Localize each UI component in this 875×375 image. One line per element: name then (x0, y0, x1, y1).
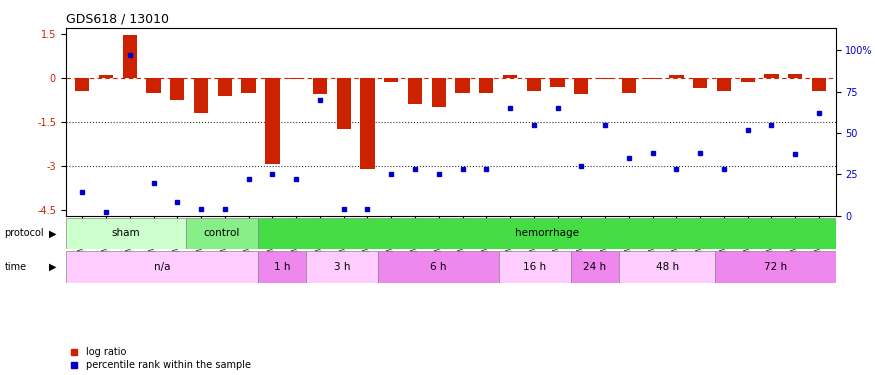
Bar (574, 78, 589, 94)
Bar (384, 78, 398, 82)
Legend: log ratio, percentile rank within the sample: log ratio, percentile rank within the sa… (71, 347, 251, 370)
Bar (265, 78, 279, 164)
Text: 24 h: 24 h (584, 262, 606, 272)
Bar (740, 78, 755, 82)
Bar (289, 78, 304, 80)
Bar (499, 251, 571, 283)
Bar (622, 78, 636, 93)
Bar (66, 251, 258, 283)
Bar (379, 251, 499, 283)
Bar (194, 78, 208, 113)
Text: GDS618 / 13010: GDS618 / 13010 (66, 13, 169, 26)
Bar (360, 78, 374, 169)
Text: 6 h: 6 h (430, 262, 447, 272)
Bar (717, 78, 731, 91)
Bar (312, 78, 327, 94)
Bar (337, 78, 351, 129)
Text: sham: sham (111, 228, 140, 238)
Bar (258, 217, 836, 249)
Bar (455, 78, 470, 93)
Text: 16 h: 16 h (523, 262, 546, 272)
Bar (550, 78, 564, 87)
Text: control: control (204, 228, 241, 238)
Bar (186, 217, 258, 249)
Bar (408, 78, 422, 104)
Text: time: time (4, 262, 26, 272)
Bar (716, 251, 836, 283)
Text: hemorrhage: hemorrhage (514, 228, 579, 238)
Bar (123, 36, 136, 78)
Bar (171, 78, 185, 100)
Text: 72 h: 72 h (764, 262, 787, 272)
Bar (242, 78, 256, 93)
Bar (620, 251, 716, 283)
Text: ▶: ▶ (49, 228, 57, 238)
Bar (66, 217, 186, 249)
Bar (503, 75, 517, 78)
Bar (431, 78, 446, 107)
Bar (571, 251, 620, 283)
Bar (669, 75, 683, 78)
Text: protocol: protocol (4, 228, 44, 238)
Bar (598, 78, 612, 80)
Bar (527, 78, 541, 91)
Text: 3 h: 3 h (334, 262, 351, 272)
Text: n/a: n/a (154, 262, 170, 272)
Bar (146, 78, 161, 93)
Bar (765, 74, 779, 78)
Bar (812, 78, 826, 91)
Bar (258, 251, 306, 283)
Bar (693, 78, 707, 88)
Bar (218, 78, 232, 96)
Text: 1 h: 1 h (274, 262, 290, 272)
Text: 48 h: 48 h (655, 262, 679, 272)
Text: ▶: ▶ (49, 262, 57, 272)
Bar (306, 251, 379, 283)
Bar (646, 78, 660, 80)
Bar (480, 78, 494, 93)
Bar (75, 78, 89, 91)
Bar (99, 75, 113, 78)
Bar (788, 74, 802, 78)
